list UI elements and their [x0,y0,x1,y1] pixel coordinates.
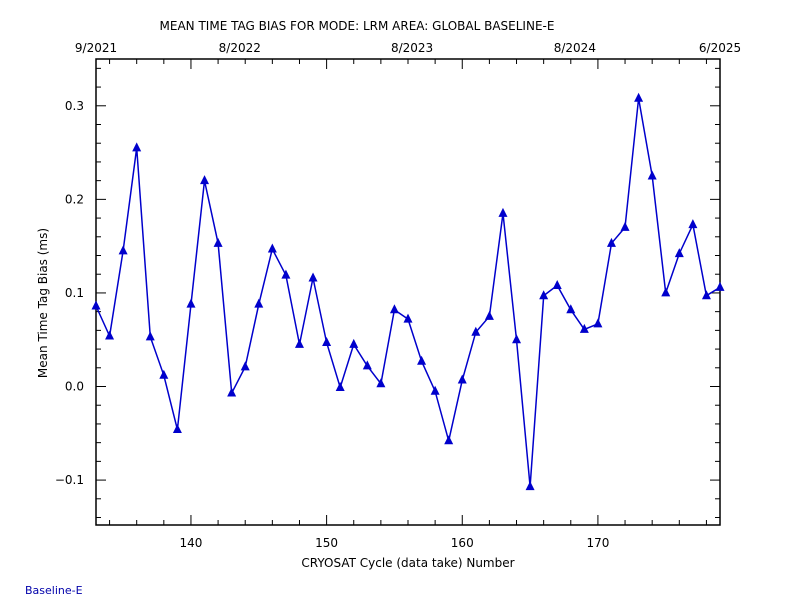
data-point-marker [349,338,359,348]
data-point-marker [335,381,345,391]
data-point-marker [200,175,210,185]
data-point-marker [376,378,386,388]
data-point-marker [362,360,372,370]
data-point-marker [484,310,494,320]
x-tick-label: 150 [315,536,338,550]
data-point-marker [172,424,182,434]
data-point-marker [213,237,223,247]
data-point-marker [322,337,332,347]
y-tick-label: 0.0 [65,380,84,394]
top-date-label: 8/2022 [219,41,261,55]
data-point-marker [281,269,291,279]
x-tick-label: 160 [451,536,474,550]
data-point-marker [159,369,169,379]
axis-ticks: 140 150 160 170 −0.1 0.0 0.1 0.2 0.3 9/2021 8/2022… [55,41,741,550]
data-point-marker [308,272,318,282]
top-date-label: 6/2025 [699,41,741,55]
data-point-marker [145,331,155,341]
data-point-marker [525,481,535,491]
data-point-marker [105,330,115,340]
data-point-marker [457,374,467,384]
data-point-marker [688,219,698,229]
top-date-label: 8/2024 [554,41,596,55]
data-point-marker [118,245,128,255]
top-date-label: 9/2021 [75,41,117,55]
baseline-footer-label: Baseline-E [25,584,83,597]
y-tick-label: −0.1 [55,473,84,487]
data-point-marker [579,323,589,333]
data-point-marker [294,338,304,348]
data-point-marker [634,92,644,102]
data-point-marker [512,334,522,344]
data-point-marker [430,385,440,395]
data-point-marker [186,298,196,308]
data-point-marker [701,290,711,300]
series-line [95,98,721,487]
data-point-marker [403,313,413,323]
y-tick-label: 0.1 [65,286,84,300]
data-point-marker [566,304,576,314]
y-tick-label: 0.3 [65,99,84,113]
x-tick-label: 170 [586,536,609,550]
data-point-marker [539,290,549,300]
data-point-marker [606,237,616,247]
x-axis-label: CRYOSAT Cycle (data take) Number [301,556,514,570]
chart-title: MEAN TIME TAG BIAS FOR MODE: LRM AREA: G… [160,19,555,33]
data-point-marker [91,300,101,310]
plot-frame [95,58,721,526]
data-point-marker [674,248,684,258]
data-point-marker [417,355,427,365]
data-point-marker [661,287,671,297]
data-point-marker [267,243,277,253]
y-axis-label: Mean Time Tag Bias (ms) [36,228,50,378]
data-point-marker [647,170,657,180]
series-layer [91,92,725,491]
data-point-marker [389,304,399,314]
data-point-marker [227,387,237,397]
data-point-marker [593,318,603,328]
x-tick-label: 140 [180,536,203,550]
data-point-marker [620,221,630,231]
data-point-marker [254,298,264,308]
top-date-label: 8/2023 [391,41,433,55]
data-point-marker [715,281,725,291]
data-point-marker [552,279,562,289]
y-tick-label: 0.2 [65,192,84,206]
data-point-marker [132,142,142,152]
data-point-marker [471,326,481,336]
data-point-marker [240,361,250,371]
data-point-marker [498,207,508,217]
data-point-marker [444,435,454,445]
